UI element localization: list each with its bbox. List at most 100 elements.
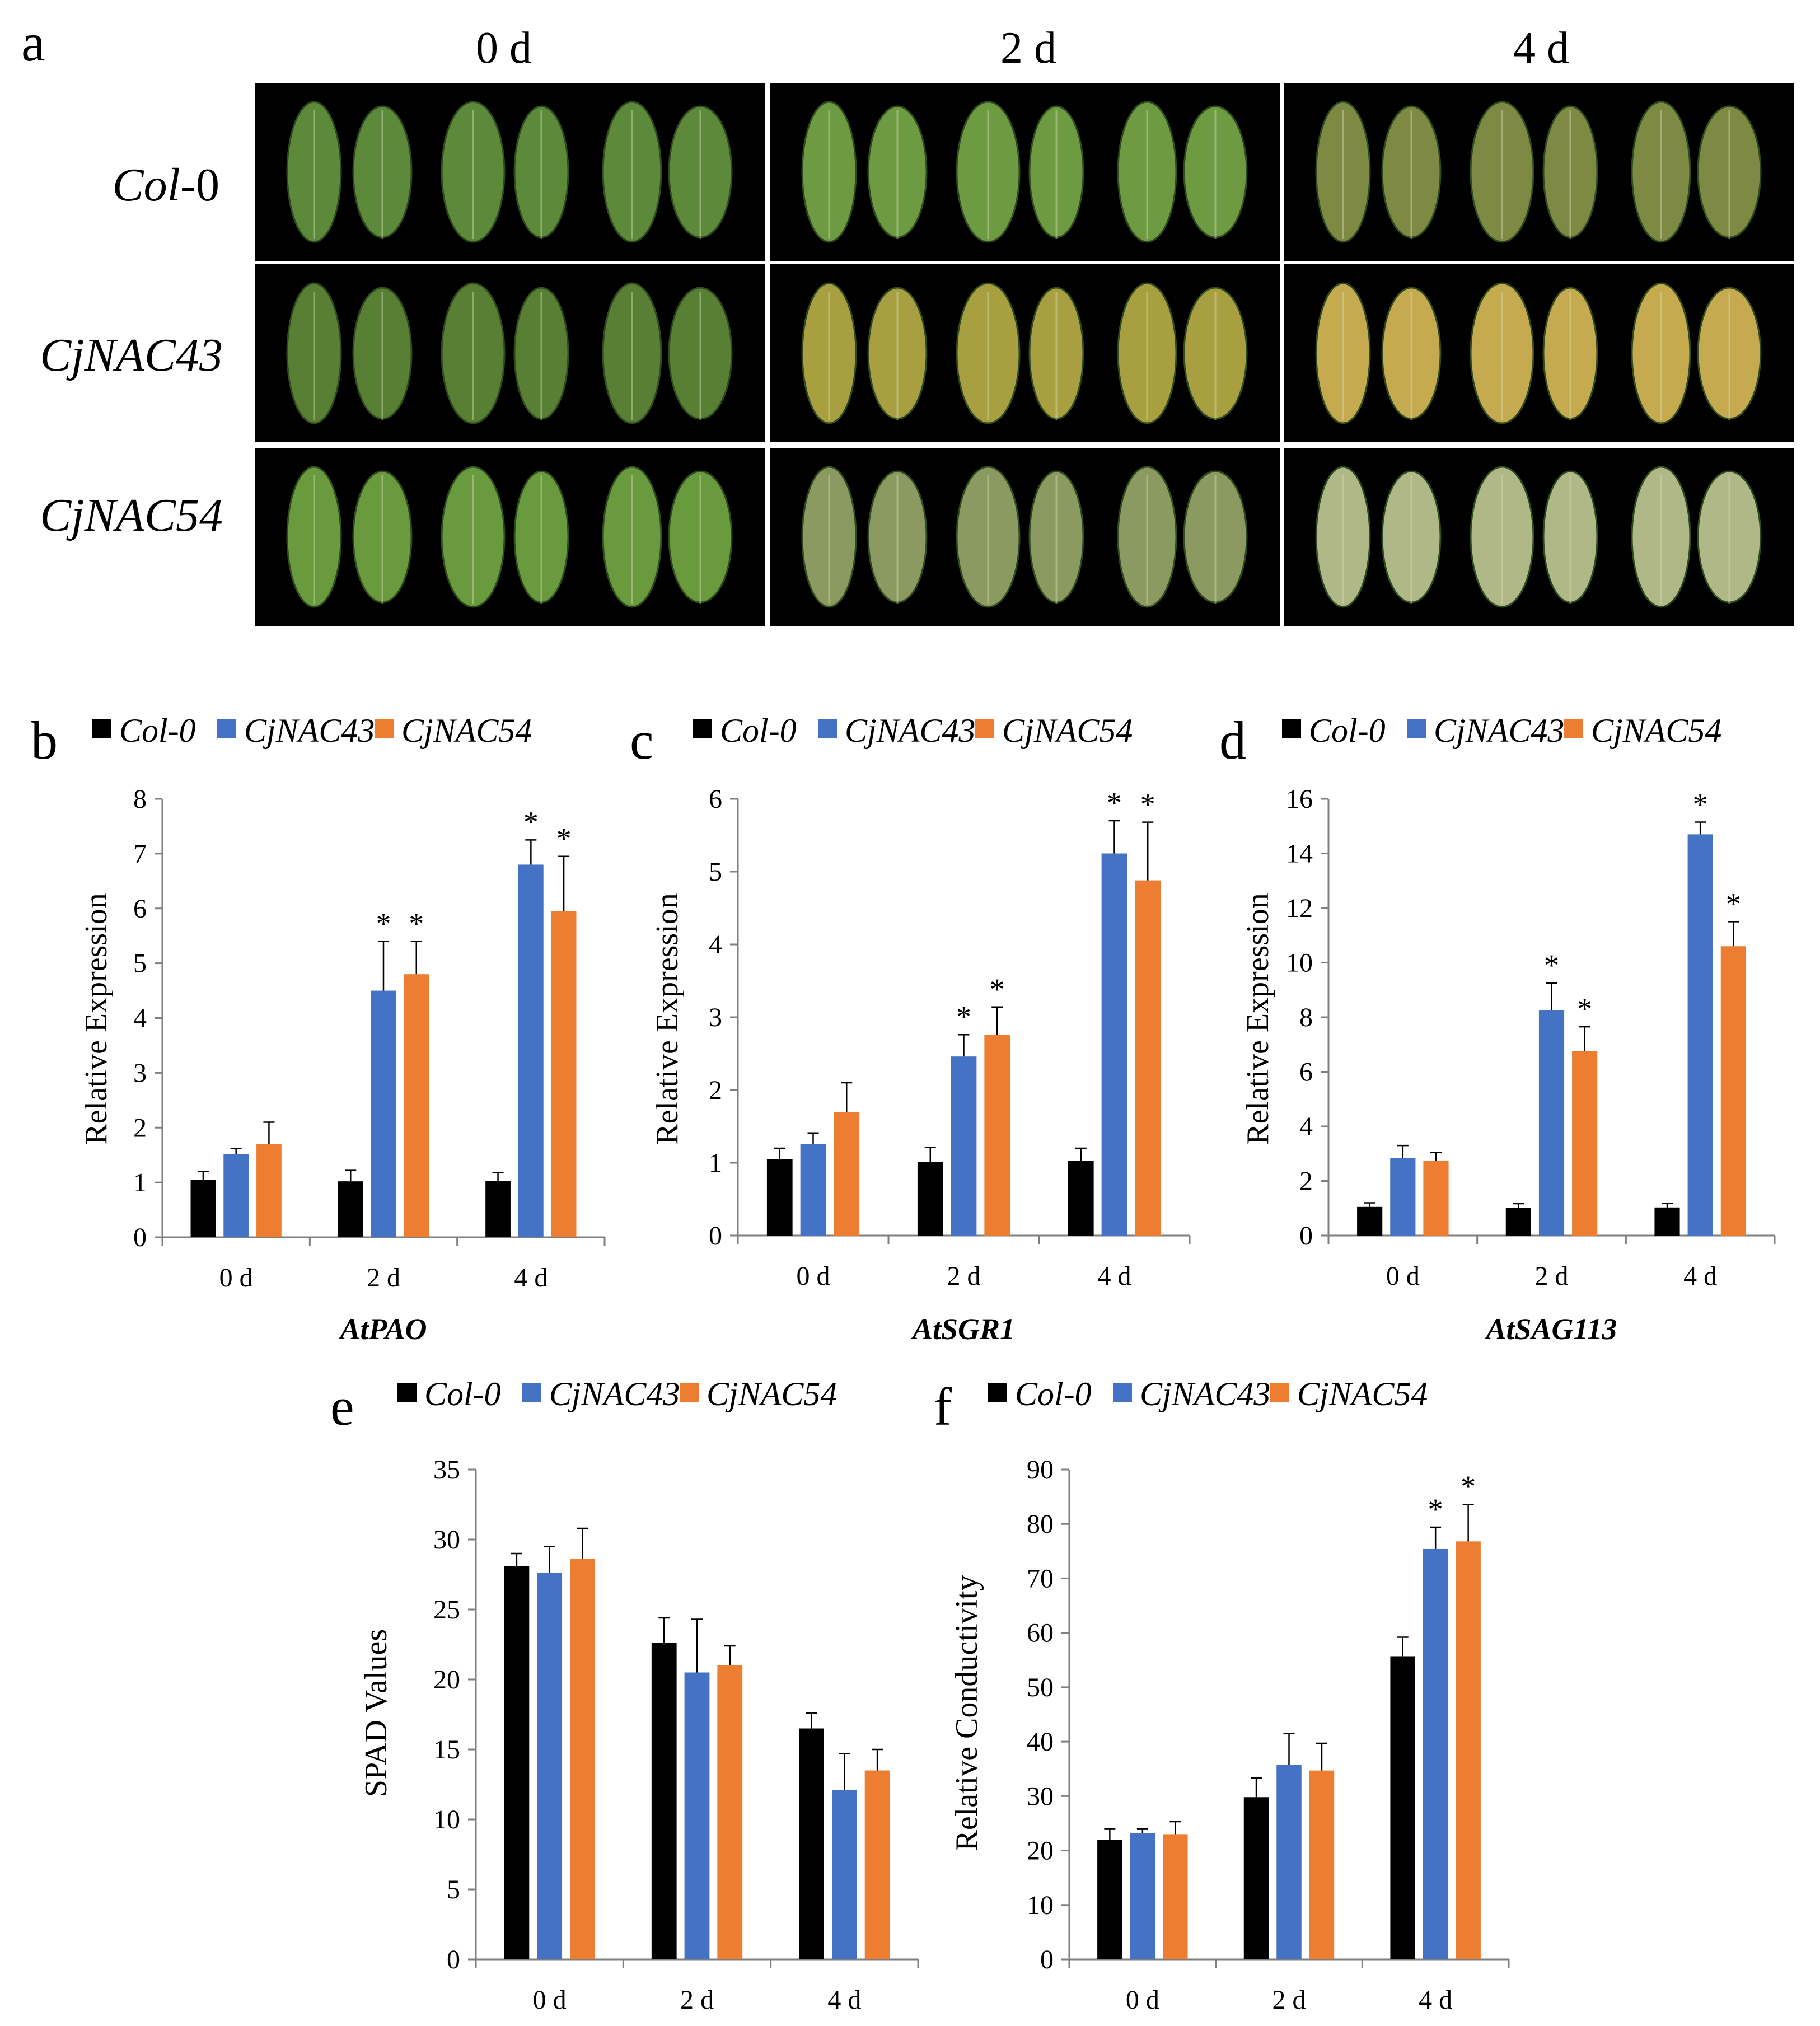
bar-col-0-2-d <box>917 1162 943 1236</box>
legend-item-cjnac54: CjNAC54 <box>375 712 532 749</box>
y-tick-label: 10 <box>1027 1891 1054 1920</box>
leaf-shape <box>286 101 342 243</box>
y-tick-label: 0 <box>1299 1221 1313 1251</box>
leaf-shape <box>956 466 1021 608</box>
y-tick-label: 40 <box>1027 1727 1054 1757</box>
leaf-shape <box>1117 101 1177 243</box>
bar-col-0-4-d <box>485 1181 511 1237</box>
bar-col-0-4-d <box>799 1728 824 1959</box>
x-tick-label: 0 d <box>219 1263 253 1293</box>
leaf-shape <box>1381 105 1442 238</box>
y-tick-label: 15 <box>433 1735 460 1765</box>
y-tick-label: 0 <box>133 1223 147 1252</box>
y-axis-title: Relative Expression <box>79 893 114 1144</box>
y-tick-label: 60 <box>1027 1618 1054 1648</box>
leaf-shape <box>801 282 857 424</box>
significance-mark: * <box>1693 787 1708 821</box>
leaf-shape <box>441 101 506 243</box>
bar-cjnac54-0-d <box>570 1559 595 1959</box>
leaf-shape <box>1183 470 1248 603</box>
y-tick-label: 2 <box>709 1075 722 1105</box>
leaf-shape <box>1631 282 1691 424</box>
bar-cjnac43-2-d <box>1538 1010 1565 1236</box>
leaf-shape <box>956 101 1021 243</box>
leaf-shape <box>1183 105 1248 238</box>
leaf-shape <box>1315 101 1371 243</box>
bar-col-0-0-d <box>190 1180 216 1237</box>
bar-cjnac54-2-d <box>984 1035 1010 1236</box>
legend-swatch-cjnac54 <box>975 719 994 738</box>
y-tick-label: 8 <box>133 784 147 814</box>
bar-col-0-0-d <box>766 1159 793 1236</box>
photo-cell-cjnac43-2-d <box>770 264 1280 442</box>
panel-letter-e: e <box>330 1377 354 1437</box>
y-tick-label: 80 <box>1027 1509 1054 1539</box>
significance-mark: * <box>990 972 1005 1006</box>
y-axis-title: Relative Expression <box>1241 893 1275 1144</box>
bar-cjnac43-4-d <box>831 1790 857 1959</box>
leaf-shape <box>513 470 569 603</box>
legend-item-cjnac43: CjNAC43 <box>217 712 375 749</box>
leaf-shape <box>352 105 413 238</box>
y-tick-label: 7 <box>133 839 147 869</box>
x-tick-label: 0 d <box>797 1261 830 1291</box>
y-tick-label: 20 <box>1027 1836 1054 1866</box>
bar-cjnac54-2-d <box>404 974 429 1237</box>
legend-item-cjnac54: CjNAC54 <box>680 1375 837 1412</box>
bar-cjnac43-0-d <box>800 1144 826 1236</box>
legend-label-cjnac43: CjNAC43 <box>845 712 975 749</box>
bar-cjnac54-4-d <box>1720 946 1746 1236</box>
y-tick-label: 5 <box>447 1875 460 1905</box>
y-tick-label: 5 <box>709 857 722 887</box>
bar-cjnac43-0-d <box>1130 1833 1155 1959</box>
row-label-col0: Col-0 <box>113 159 219 211</box>
legend-swatch-cjnac43 <box>217 719 236 738</box>
bar-cjnac54-0-d <box>834 1112 860 1236</box>
bar-col-0-2-d <box>651 1643 677 1959</box>
legend-item-cjnac54: CjNAC54 <box>1270 1375 1428 1412</box>
legend-item-col-0: Col-0 <box>988 1375 1092 1412</box>
x-tick-label: 4 d <box>1683 1261 1717 1291</box>
y-tick-label: 1 <box>709 1148 722 1178</box>
y-axis-title: Relative Expression <box>650 893 685 1144</box>
leaf-shape <box>1697 470 1762 603</box>
x-tick-label: 2 d <box>680 1985 714 2015</box>
gene-label: AtSAG113 <box>1484 1312 1617 1346</box>
panel-letter-f: f <box>934 1377 952 1437</box>
chart-d: d Col-0 CjNAC43 CjNAC54 0 2 4 6 8 10 12 14 16 0 d 2 d *… <box>1219 710 1776 1346</box>
leaf-shape <box>1542 105 1598 238</box>
legend-label-col-0: Col-0 <box>119 712 196 749</box>
row-label-cjnac54-italic: CjNAC54 <box>40 489 223 541</box>
legend-label-cjnac54: CjNAC54 <box>707 1375 837 1412</box>
leaf-shape <box>441 466 506 608</box>
bar-cjnac43-0-d <box>537 1573 563 1959</box>
y-tick-label: 20 <box>433 1665 460 1695</box>
leaf-shape <box>867 287 928 420</box>
legend-item-cjnac43: CjNAC43 <box>1407 712 1564 749</box>
bar-col-0-0-d <box>1357 1206 1383 1236</box>
bar-cjnac54-2-d <box>1572 1051 1598 1236</box>
leaf-shape <box>441 282 506 424</box>
x-tick-label: 2 d <box>1535 1261 1569 1291</box>
y-tick-label: 25 <box>433 1595 460 1625</box>
x-tick-label: 2 d <box>1272 1985 1306 2015</box>
legend-swatch-col-0 <box>693 719 712 738</box>
legend-label-cjnac54: CjNAC54 <box>1591 712 1721 749</box>
leaf-shape <box>352 287 413 420</box>
leaf-shape <box>1470 282 1534 424</box>
chart-e: e Col-0 CjNAC43 CjNAC54 0 5 10 15 20 25 30 35 0 d 2 d… <box>330 1375 919 2015</box>
significance-mark: * <box>409 906 424 940</box>
leaf-shape <box>352 470 413 603</box>
chart-f: f Col-0 CjNAC43 CjNAC54 0 10 20 30 40 50 60 70 80 90 0… <box>934 1375 1510 2015</box>
significance-mark: * <box>1726 887 1741 920</box>
y-tick-label: 8 <box>1299 1003 1313 1032</box>
column-header-0d: 0 d <box>476 24 532 73</box>
bar-cjnac43-4-d <box>1101 853 1127 1236</box>
row-label-col0-italic: Col <box>113 159 180 211</box>
legend-swatch-cjnac43 <box>522 1383 541 1402</box>
photo-cell-col-0-2-d <box>770 83 1280 261</box>
y-tick-label: 16 <box>1286 784 1313 814</box>
legend-swatch-cjnac43 <box>1407 719 1426 738</box>
x-tick-label: 0 d <box>533 1985 567 2015</box>
leaf-shape <box>602 101 662 243</box>
